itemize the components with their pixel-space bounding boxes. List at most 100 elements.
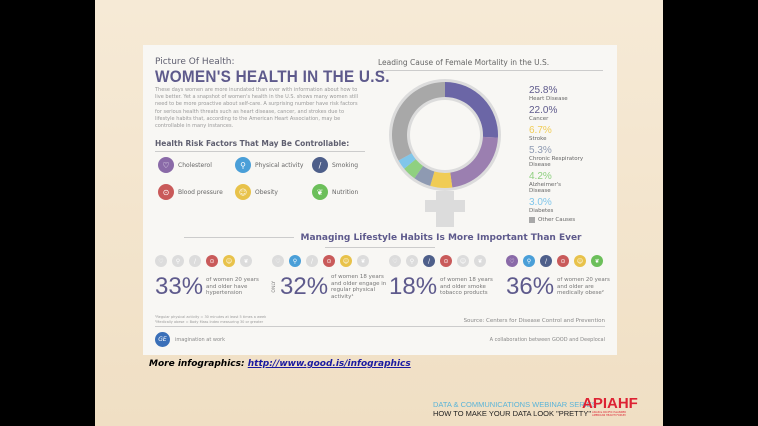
risk-factor-label: Obesity [255, 188, 278, 196]
female-symbol-bar [425, 200, 465, 212]
stat-value: 33% [155, 273, 204, 300]
chart-legend: 25.8% Heart Disease 22.0% Cancer 6.7% Stroke 5… [529, 85, 584, 217]
stat-block: ♡ ⚲ / ⊙ ☺ ❦ ONLY 32% of women 18 years and older… [272, 255, 387, 301]
stat-block: ♡ ⚲ / ⊙ ☺ ❦ 36% of women 20 years and older are… [506, 255, 613, 301]
risk-factor-obesity: ☺ Obesity [235, 184, 278, 200]
talk-title: HOW TO MAKE YOUR DATA LOOK "PRETTY" [433, 409, 591, 418]
risk-heading: Health Risk Factors That May Be Controll… [155, 139, 365, 152]
logo-text: APIAHF [582, 395, 638, 412]
slice-stroke [430, 171, 453, 188]
stat-value: 36% [506, 273, 555, 300]
intro-text: These days women are more inundated than… [155, 87, 359, 130]
slice-chronic-respiratory-disease [414, 166, 435, 186]
slice-alzheimer-s-disease [404, 159, 424, 179]
series-title: DATA & COMMUNICATIONS WEBINAR SERIES [433, 400, 597, 409]
footnotes: ¹Regular physical activity = 30 minutes … [155, 315, 266, 325]
face-icon: ☺ [457, 255, 469, 267]
logo-subtitle: ASIAN & PACIFIC ISLANDER AMERICAN HEALTH… [592, 411, 626, 417]
heart-icon: ♡ [155, 255, 167, 267]
mortality-donut-chart [389, 79, 501, 227]
more-label: More infographics: [149, 359, 245, 369]
bicycle-icon: ⚲ [406, 255, 418, 267]
gauge-icon: ⊙ [557, 255, 569, 267]
apple-icon: ❦ [312, 184, 328, 200]
source: Source: Centers for Disease Control and … [463, 318, 605, 324]
legend-other: Other Causes [529, 217, 575, 223]
legend-item: 3.0% Diabetes [529, 197, 584, 214]
stat-description: of women 20 years and older have hyperte… [206, 277, 259, 297]
risk-factor-label: Physical activity [255, 161, 304, 169]
apple-icon: ❦ [591, 255, 603, 267]
legend-item: 22.0% Cancer [529, 105, 584, 122]
heart-icon: ♡ [158, 157, 174, 173]
legend-label: Cancer [529, 116, 549, 122]
legend-percent: 22.0% [529, 105, 558, 116]
risk-factor-physical-activity: ⚲ Physical activity [235, 157, 303, 173]
cigarette-icon: / [306, 255, 318, 267]
legend-other-label: Other Causes [538, 217, 576, 223]
legend-label: Diabetes [529, 208, 554, 214]
legend-label: Chronic Respiratory Disease [529, 156, 584, 168]
ge-brand: GE imagination at work [155, 332, 225, 347]
cigarette-icon: / [312, 157, 328, 173]
slice-cancer [450, 136, 498, 188]
apple-icon: ❦ [357, 255, 369, 267]
stat-prefix: ONLY [272, 281, 277, 293]
stat-icons: ♡ ⚲ / ⊙ ☺ ❦ [506, 255, 613, 267]
bicycle-icon: ⚲ [235, 157, 251, 173]
tagline: imagination at work [175, 336, 225, 343]
legend-item: 5.3% Chronic Respiratory Disease [529, 145, 584, 168]
legend-label: Alzheimer's Disease [529, 182, 561, 194]
face-icon: ☺ [574, 255, 586, 267]
stat-icons: ♡ ⚲ / ⊙ ☺ ❦ [389, 255, 496, 267]
legend-item: 6.7% Stroke [529, 125, 584, 142]
stat-icons: ♡ ⚲ / ⊙ ☺ ❦ [272, 255, 387, 267]
legend-percent: 3.0% [529, 197, 552, 208]
stat-block: ♡ ⚲ / ⊙ ☺ ❦ 33% of women 20 years and older hav… [155, 255, 262, 301]
lifestyle-heading: Managing Lifestyle Habits Is More Import… [143, 233, 617, 253]
stat-description: of women 20 years and older are medicall… [557, 277, 610, 297]
stat-block: ♡ ⚲ / ⊙ ☺ ❦ 18% of women 18 years and older smo… [389, 255, 496, 301]
stat-value: 32% [280, 273, 329, 300]
webinar-footer: DATA & COMMUNICATIONS WEBINAR SERIES HOW… [433, 400, 597, 418]
infographic: Picture Of Health: WOMEN'S HEALTH IN THE… [143, 45, 617, 355]
risk-factor-label: Nutrition [332, 188, 359, 196]
gauge-icon: ⊙ [323, 255, 335, 267]
legend-percent: 5.3% [529, 145, 552, 156]
divider [155, 326, 605, 327]
face-icon: ☺ [223, 255, 235, 267]
gauge-icon: ⊙ [206, 255, 218, 267]
subtitle: Picture Of Health: [155, 57, 235, 67]
legend-percent: 6.7% [529, 125, 552, 136]
cigarette-icon: / [423, 255, 435, 267]
legend-item: 25.8% Heart Disease [529, 85, 584, 102]
risk-factor-label: Smoking [332, 161, 359, 169]
risk-factor-label: Cholesterol [178, 161, 212, 169]
heart-icon: ♡ [389, 255, 401, 267]
bicycle-icon: ⚲ [289, 255, 301, 267]
infographics-link[interactable]: http://www.good.is/infographics [247, 359, 411, 369]
legend-label: Heart Disease [529, 96, 568, 102]
slice-diabetes [398, 153, 416, 169]
slice-heart-disease [445, 82, 498, 138]
apple-icon: ❦ [240, 255, 252, 267]
stat-icons: ♡ ⚲ / ⊙ ☺ ❦ [155, 255, 262, 267]
stat-description: of women 18 years and older engage in re… [331, 274, 387, 300]
cigarette-icon: / [540, 255, 552, 267]
stat-value: 18% [389, 273, 438, 300]
footnote: ¹Regular physical activity = 30 minutes … [155, 315, 267, 319]
risk-factor-cholesterol: ♡ Cholesterol [158, 157, 212, 173]
risk-factor-nutrition: ❦ Nutrition [312, 184, 358, 200]
collaboration-credit: A collaboration between GOOD and Deeploc… [489, 337, 605, 343]
mortality-heading: Leading Cause of Female Mortality in the… [378, 58, 603, 71]
slice-other-causes [392, 82, 445, 161]
risk-factor-smoking: / Smoking [312, 157, 358, 173]
heart-icon: ♡ [506, 255, 518, 267]
legend-percent: 4.2% [529, 171, 552, 182]
title: WOMEN'S HEALTH IN THE U.S. [155, 67, 390, 86]
heart-icon: ♡ [272, 255, 284, 267]
risk-factor-label: Blood pressure [178, 188, 223, 196]
legend-item: 4.2% Alzheimer's Disease [529, 171, 584, 194]
apple-icon: ❦ [474, 255, 486, 267]
stat-description: of women 18 years and older smoke tobacc… [440, 277, 493, 297]
